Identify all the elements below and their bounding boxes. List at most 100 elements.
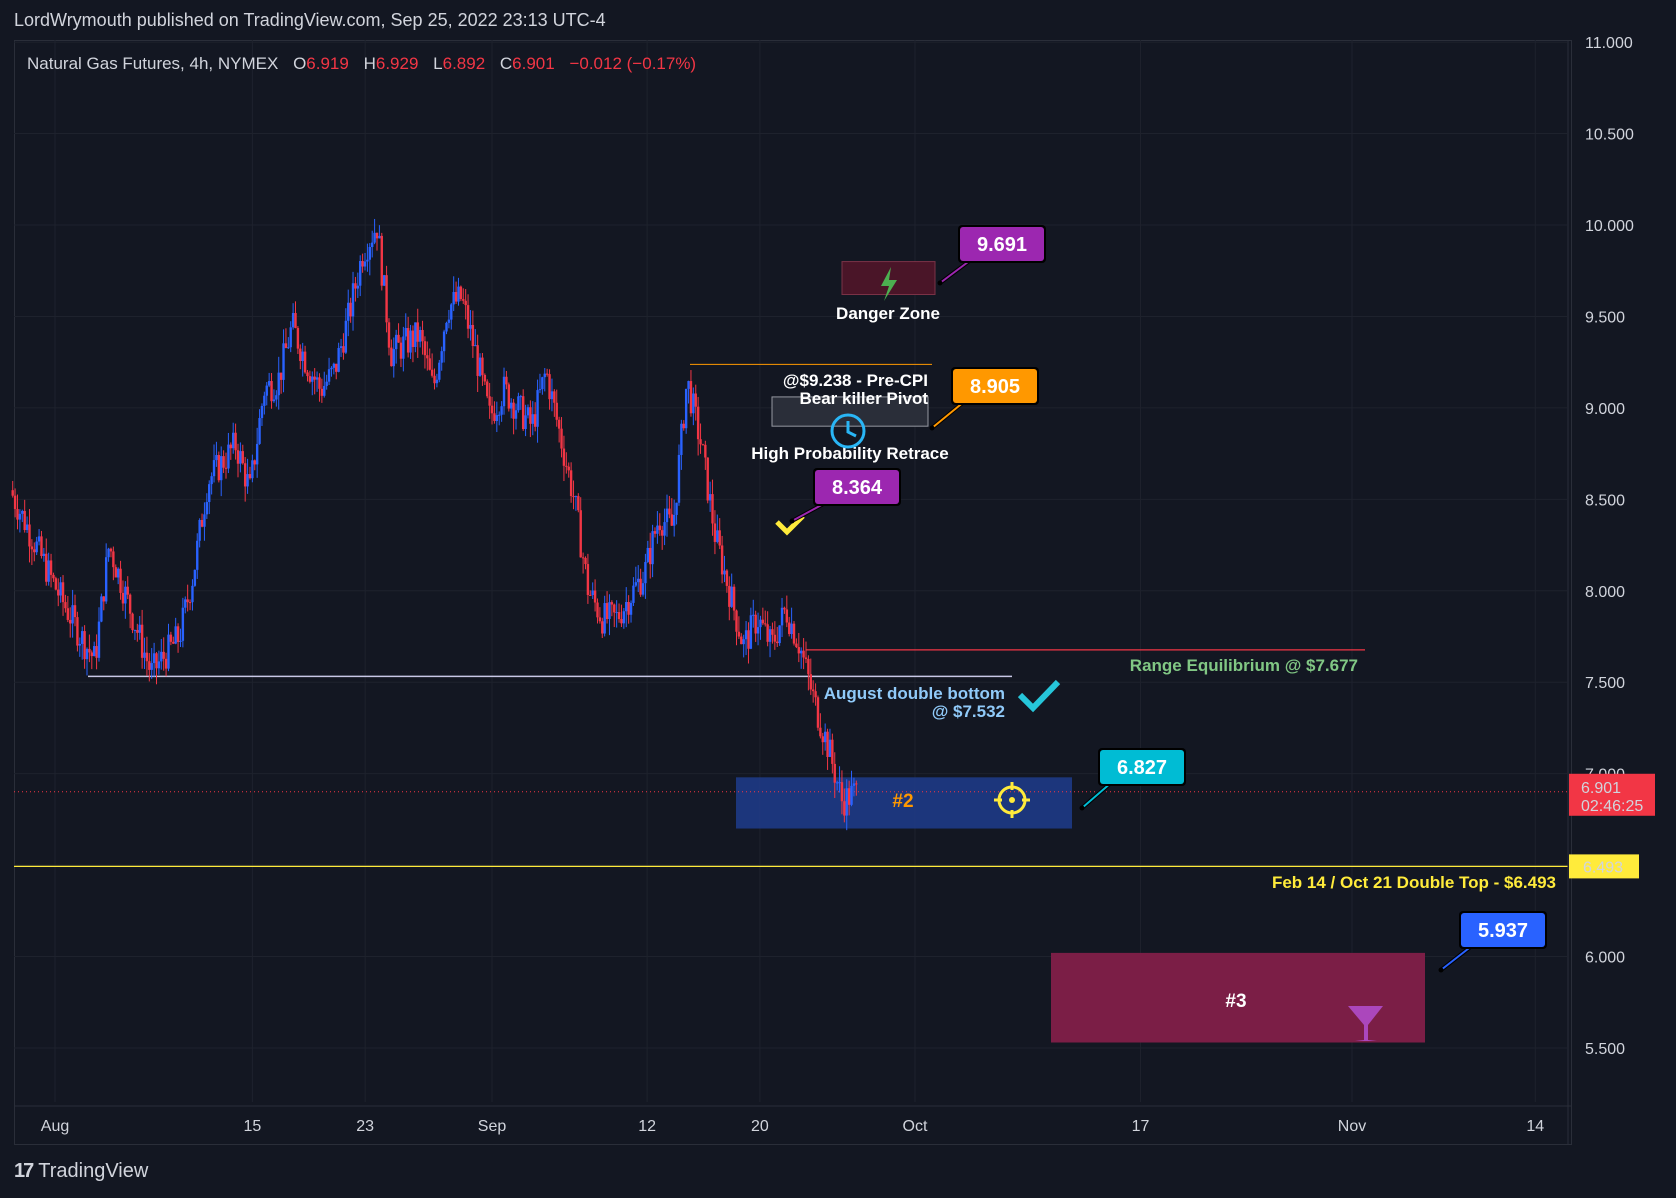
candle bbox=[665, 494, 669, 537]
price-tick-label: 11.000 bbox=[1585, 35, 1633, 52]
candle-body bbox=[140, 624, 144, 658]
candle-body bbox=[239, 451, 242, 464]
candle bbox=[241, 444, 244, 465]
candle-body bbox=[672, 514, 676, 526]
candle-body bbox=[608, 602, 611, 620]
candle bbox=[315, 371, 319, 392]
candle bbox=[728, 576, 731, 621]
candle bbox=[660, 525, 664, 550]
axes: 11.000 10.500 10.000 9.500 9.000 8.500 8.000 7.… bbox=[14, 35, 1655, 1145]
candle-body bbox=[754, 614, 757, 634]
candle-body bbox=[102, 596, 105, 602]
high-value: 6.929 bbox=[375, 54, 419, 73]
candle bbox=[265, 382, 268, 406]
candle-body bbox=[243, 463, 247, 487]
candle bbox=[104, 543, 108, 604]
candle bbox=[399, 337, 403, 368]
candle-body bbox=[148, 661, 151, 670]
candle-body bbox=[52, 574, 55, 579]
candle-body bbox=[344, 320, 348, 353]
candle-body bbox=[778, 625, 781, 644]
candle-body bbox=[433, 375, 436, 384]
candle bbox=[586, 553, 590, 604]
candle bbox=[275, 390, 278, 407]
candle-body bbox=[701, 444, 705, 446]
candle bbox=[404, 313, 407, 341]
chart-frame[interactable] bbox=[14, 40, 1572, 1145]
candle-body bbox=[30, 546, 34, 550]
candle-body bbox=[246, 474, 249, 487]
candle-body bbox=[114, 567, 117, 578]
candle-body bbox=[145, 652, 149, 662]
candle-body bbox=[349, 302, 352, 317]
candle bbox=[337, 342, 340, 373]
candle bbox=[768, 625, 772, 658]
candle-body bbox=[814, 691, 817, 698]
candle-body bbox=[577, 496, 580, 511]
candle-body bbox=[236, 450, 240, 464]
candle-body bbox=[390, 347, 393, 367]
candle bbox=[855, 780, 858, 796]
low-label: L bbox=[433, 54, 443, 73]
candle bbox=[493, 401, 496, 424]
candle-body bbox=[203, 514, 206, 527]
candle-body bbox=[270, 381, 273, 402]
candle bbox=[696, 396, 700, 456]
price-callout-6-827: 6.827 bbox=[1079, 748, 1186, 811]
candle-body bbox=[732, 586, 736, 611]
candle bbox=[145, 636, 149, 676]
candle-body bbox=[359, 260, 362, 286]
callout-box bbox=[953, 369, 1037, 403]
price-callout-9-691: 9.691 bbox=[937, 225, 1046, 286]
candle bbox=[713, 510, 717, 555]
candle bbox=[61, 575, 65, 616]
candle bbox=[361, 253, 364, 273]
candle-body bbox=[193, 569, 197, 586]
cocktail-glass-icon bbox=[1348, 1006, 1383, 1041]
candle-body bbox=[581, 557, 585, 559]
candle bbox=[819, 713, 822, 739]
price-tick-label: 9.000 bbox=[1585, 401, 1625, 418]
candle bbox=[545, 368, 549, 377]
callout-value: 5.937 bbox=[1478, 920, 1528, 942]
candle-body bbox=[744, 630, 748, 640]
candle-body bbox=[263, 395, 266, 406]
candle bbox=[371, 230, 374, 258]
candle-body bbox=[785, 609, 789, 623]
candle bbox=[289, 321, 292, 353]
candle bbox=[323, 371, 326, 398]
candle-body bbox=[54, 578, 58, 590]
candle-body bbox=[399, 342, 403, 359]
candle-body bbox=[560, 428, 563, 449]
candle-body bbox=[838, 782, 841, 784]
candle bbox=[169, 631, 173, 646]
candle-body bbox=[649, 547, 652, 565]
candle-body bbox=[668, 508, 671, 515]
candle-body bbox=[742, 639, 745, 645]
candle-body bbox=[524, 415, 527, 430]
candle-body bbox=[792, 623, 796, 644]
tradingview-logo[interactable]: 17 TradingView bbox=[14, 1160, 148, 1183]
candle bbox=[737, 616, 741, 640]
candle bbox=[716, 514, 719, 544]
candle-body bbox=[37, 536, 41, 542]
candle-body bbox=[553, 391, 556, 403]
candle-body bbox=[452, 291, 455, 305]
candle bbox=[83, 625, 86, 669]
candle bbox=[291, 303, 295, 330]
candle bbox=[40, 530, 43, 559]
candle bbox=[133, 629, 137, 640]
candle-body bbox=[69, 619, 72, 624]
candle-body bbox=[773, 634, 777, 642]
candle bbox=[562, 435, 566, 482]
candle-body bbox=[610, 602, 614, 605]
candle bbox=[629, 600, 633, 623]
candle bbox=[92, 641, 96, 657]
candle bbox=[840, 770, 844, 815]
candle bbox=[502, 367, 506, 415]
candle-body bbox=[234, 432, 237, 451]
candle-body bbox=[16, 508, 19, 520]
candle-body bbox=[382, 275, 386, 286]
candle-body bbox=[157, 661, 161, 669]
